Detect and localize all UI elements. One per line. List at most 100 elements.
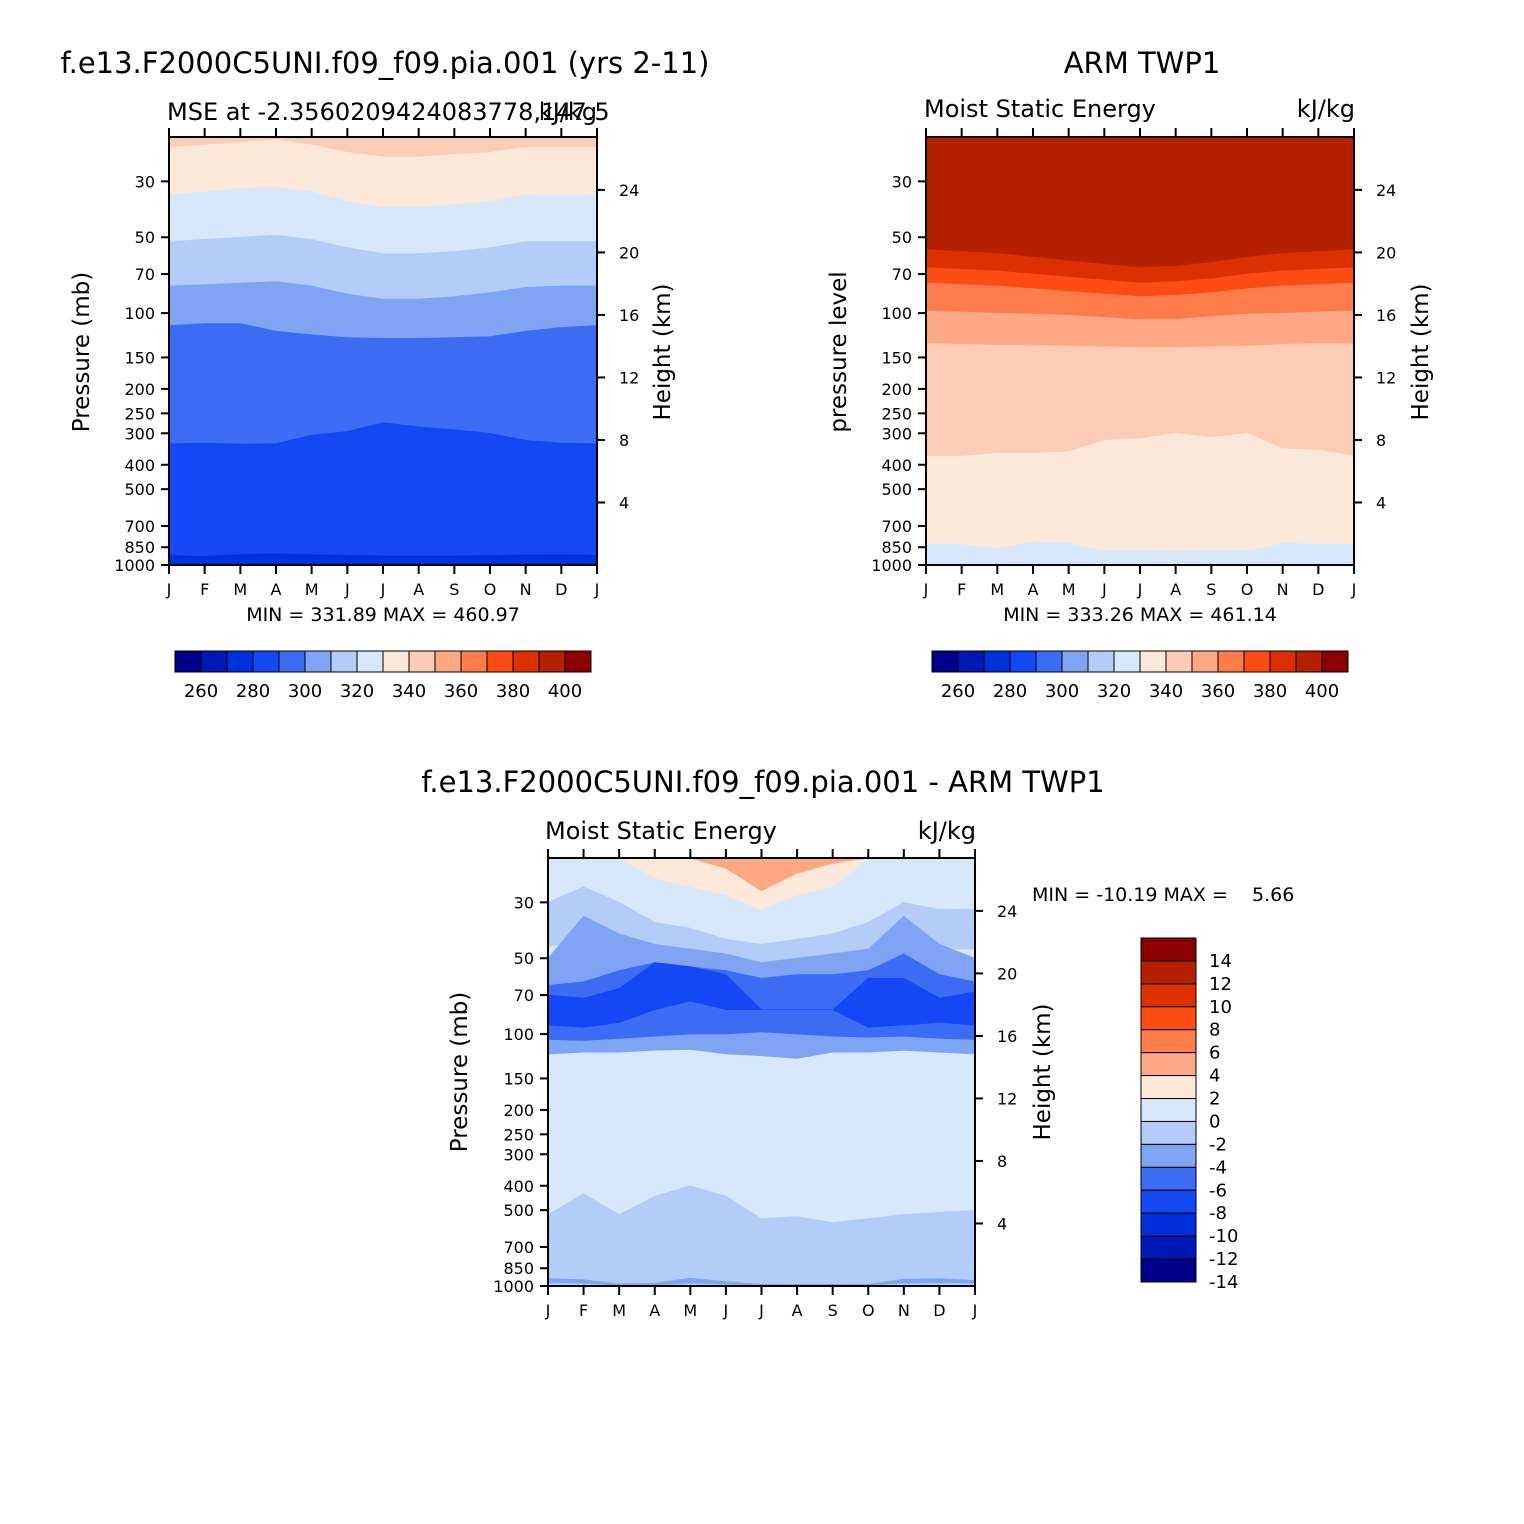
colorbar-box [1140,1120,1197,1145]
y-tick-label: 150 [124,348,155,367]
colorbar-box [200,650,228,673]
colorbar-label: 300 [1045,681,1079,702]
y-tick-label: 50 [135,228,155,247]
x-tick-label: D [933,1301,945,1320]
colorbar-box [330,650,358,673]
colorbar-label: 10 [1209,997,1232,1018]
colorbar-box [1191,650,1219,673]
colorbar-box [1140,1212,1197,1237]
x-tick-label: A [649,1301,660,1320]
y-tick-label: 850 [503,1259,534,1278]
x-tick-label: O [484,580,497,599]
x-tick-label: J [723,1301,729,1320]
y-tick-label: 100 [124,304,155,323]
y-tick-label: 500 [881,480,912,499]
y2-tick-label: 8 [619,431,629,450]
x-tick-label: J [380,580,386,599]
x-tick-label: D [555,580,567,599]
y-tick-label: 850 [124,538,155,557]
colorbar-box [1140,937,1197,962]
colorbar-label: -4 [1209,1157,1227,1178]
x-tick-label: S [828,1301,838,1320]
y2-tick-label: 24 [1376,181,1396,200]
y-tick-label: 850 [881,538,912,557]
colorbar-box [1035,650,1063,673]
y-tick-label: 250 [881,404,912,423]
colorbar-box [1140,1258,1197,1283]
colorbar-label: -14 [1209,1272,1238,1293]
y2-tick-label: 4 [1376,493,1386,512]
colorbar-label: 360 [444,681,478,702]
y2-tick-label: 16 [997,1027,1017,1046]
y-tick-label: 200 [124,380,155,399]
y2-tick-label: 12 [997,1089,1017,1108]
x-tick-label: O [1241,580,1254,599]
y-tick-label: 700 [881,517,912,536]
colorbar-box [252,650,280,673]
colorbar-box [512,650,540,673]
y-tick-label: 70 [892,265,912,284]
x-tick-label: N [1277,580,1289,599]
colorbar-box [460,650,488,673]
x-tick-label: J [594,580,600,599]
colorbar-label: 280 [993,681,1027,702]
y2-axis-label: Height (km) [1408,283,1434,420]
colorbar-label: -2 [1209,1134,1227,1155]
colorbar-box [1140,1235,1197,1260]
colorbar-box [356,650,384,673]
colorbar: 260 280 300 320 340 360 380 400 [931,650,1349,702]
colorbar-box [434,650,462,673]
x-tick-label: M [305,580,319,599]
x-tick-label: M [612,1301,626,1320]
colorbar-box [1140,1029,1197,1054]
y-tick-label: 150 [881,348,912,367]
y2-tick-label: 8 [997,1152,1007,1171]
colorbar-label: 340 [1149,681,1183,702]
panel-title: ARM TWP1 [1064,46,1221,80]
y2-tick-label: 12 [619,368,639,387]
colorbar-label: 280 [236,681,270,702]
colorbar-box [1139,650,1167,673]
y2-axis-label: Height (km) [1030,1003,1056,1140]
y2-tick-label: 20 [997,964,1017,983]
colorbar-box [1009,650,1037,673]
x-tick-label: A [1028,580,1039,599]
panel-model: f.e13.F2000C5UNI.f09_f09.pia.001 (yrs 2-… [61,46,710,702]
colorbar-label: -8 [1209,1203,1227,1224]
colorbar-label: 300 [288,681,322,702]
y-tick-label: 100 [881,304,912,323]
colorbar-box [983,650,1011,673]
x-tick-label: A [413,580,424,599]
y2-tick-label: 12 [1376,368,1396,387]
y2-tick-label: 20 [1376,243,1396,262]
colorbar-box [1061,650,1089,673]
y2-tick-label: 16 [619,306,639,325]
colorbar-label: -10 [1209,1226,1238,1247]
colorbar-box [1295,650,1323,673]
colorbar-label: 6 [1209,1043,1220,1064]
colorbar-label: 360 [1201,681,1235,702]
y-tick-label: 400 [503,1177,534,1196]
x-tick-label: D [1312,580,1324,599]
y-tick-label: 30 [892,172,912,191]
contour-band [925,136,1355,268]
colorbar-box [1217,650,1245,673]
x-tick-label: N [898,1301,910,1320]
x-tick-label: J [1101,580,1107,599]
y-tick-label: 70 [135,265,155,284]
panel-diff: f.e13.F2000C5UNI.f09_f09.pia.001 - ARM T… [421,765,1294,1320]
colorbar-label: 0 [1209,1111,1220,1132]
colorbar-label: 2 [1209,1089,1220,1110]
colorbar-box [1140,1166,1197,1191]
y-tick-label: 400 [881,456,912,475]
colorbar-label: 14 [1209,951,1232,972]
x-tick-label: J [758,1301,764,1320]
y-tick-label: 300 [503,1145,534,1164]
y-tick-label: 200 [503,1101,534,1120]
colorbar-box [1087,650,1115,673]
min-max-label: MIN = 333.26 MAX = 461.14 [1003,604,1277,626]
